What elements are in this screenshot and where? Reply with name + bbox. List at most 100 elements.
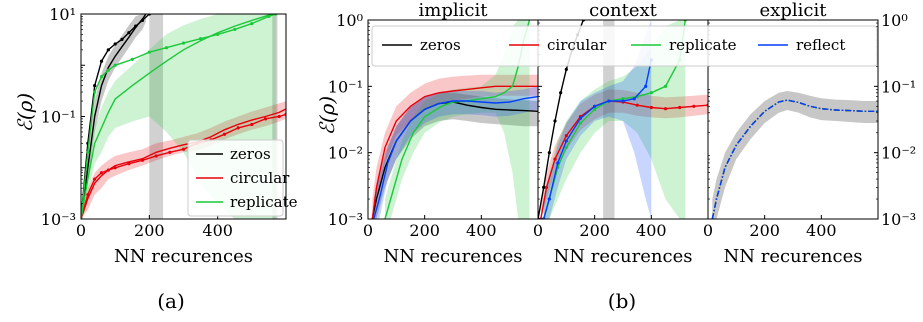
panel-a-x-tick-label: 400 xyxy=(202,221,233,240)
panel-a-x-tick-label: 0 xyxy=(76,221,86,240)
panel-b-implicit-x-axis-label: NN recurences xyxy=(384,246,523,267)
panel-b-implicit-series-circular xyxy=(371,85,538,219)
panel-a-band-zeros xyxy=(81,14,146,219)
panel-a-point-replicate-smoothed xyxy=(233,27,237,32)
panel-b-context-point-zeros xyxy=(542,185,546,189)
panel-a-point-replicate-smoothed xyxy=(198,37,203,41)
panel-a-point-zeros-smoothed xyxy=(99,59,104,63)
panel-a-point-replicate-smoothed xyxy=(113,63,117,67)
panel-b-explicit-x-axis-label: NN recurences xyxy=(724,246,863,267)
panel-b-context-point-reflect xyxy=(593,104,597,108)
panel-a-point-replicate-smoothed xyxy=(86,150,90,154)
panel-a-point-circular-smoothed xyxy=(250,122,254,127)
panel-b-context-point-reflect xyxy=(644,84,648,88)
panel-a-point-replicate-smoothed xyxy=(147,50,151,54)
panel-b-context-point-reflect xyxy=(621,99,625,103)
panel-a-point-replicate-smoothed xyxy=(181,41,186,45)
panel-a-point-circular-smoothed xyxy=(236,126,240,130)
panel-a-point-circular-smoothed xyxy=(277,114,281,119)
panel-a-point-circular-smoothed xyxy=(127,162,131,166)
panel-a-point-circular-smoothed xyxy=(168,150,172,154)
legend-b-label-reflect: reflect xyxy=(796,36,845,54)
panel-a-point-replicate-smoothed xyxy=(130,57,134,62)
panel-b-context-point-circular xyxy=(544,185,549,189)
panel-b-context-shaded-span-0 xyxy=(603,20,615,219)
panel-a-y-tick-label: 10¹ xyxy=(49,5,76,24)
panel-b-context-point-circular xyxy=(663,107,668,111)
panel-a-caption: (a) xyxy=(157,289,185,313)
panel-b-context-point-replicate xyxy=(621,97,625,101)
legend-a-box xyxy=(187,139,284,217)
panel-b-context-point-zeros xyxy=(559,91,563,95)
panel-a-point-circular-smoothed xyxy=(222,132,227,136)
panel-a-y-tick-label: 10⁻¹ xyxy=(41,108,76,127)
panel-a-point-circular-smoothed xyxy=(140,158,145,162)
panel-b-context-point-replicate xyxy=(593,107,597,111)
panel-b-context-point-circular xyxy=(553,157,557,161)
panel-b-context-point-circular xyxy=(692,104,696,108)
panel-b-explicit-x-tick-label: 0 xyxy=(703,221,713,240)
panel-a-point-replicate-smoothed xyxy=(250,21,254,26)
panel-b-context-point-reflect xyxy=(632,97,636,101)
panel-b-implicit-band-zeros xyxy=(372,92,538,219)
panel-b-implicit-y-tick-label: 10⁻¹ xyxy=(328,77,363,96)
panel-a-point-zeros-smoothed xyxy=(140,18,145,23)
panel-a-y-axis-label: ℰ(ρ) xyxy=(13,93,37,132)
panel-b-implicit-series-reflect xyxy=(373,95,538,219)
panel-b-context-point-zeros xyxy=(547,151,551,155)
panel-a-point-zeros-smoothed xyxy=(134,24,138,28)
panel-a-point-circular-smoothed xyxy=(86,192,90,197)
legend-a-label-replicate: replicate xyxy=(230,193,298,211)
panel-b-explicit-y-tick-label-right: 10⁻³ xyxy=(881,210,916,229)
legend-a-label-circular: circular xyxy=(230,169,290,187)
panel-b-caption: (b) xyxy=(608,289,636,313)
panel-a-x-tick-label: 200 xyxy=(134,221,165,240)
legend-a-label-zeros: zeros xyxy=(230,145,271,163)
panel-b-context-point-zeros xyxy=(564,67,568,72)
panel-b-implicit-band-reflect xyxy=(373,86,538,219)
panel-b-context-band-reflect xyxy=(543,20,652,219)
panel-b-explicit-y-tick-label-right: 10⁰ xyxy=(881,11,908,30)
panel-a-point-replicate-smoothed xyxy=(93,90,97,94)
panel-a-point-replicate-smoothed xyxy=(164,46,169,50)
panel-b-implicit-x-tick-label: 400 xyxy=(466,221,497,240)
panel-a-series-replicate-smoothed xyxy=(81,14,277,219)
panel-b-explicit-title: explicit xyxy=(760,0,828,21)
panel-b-context-point-replicate xyxy=(663,84,668,88)
panel-b-context-point-circular xyxy=(649,105,653,110)
panel-a-point-replicate-smoothed xyxy=(99,75,104,79)
panel-b-context-x-tick-label: 0 xyxy=(533,221,543,240)
panel-a-point-circular-smoothed xyxy=(106,168,110,172)
panel-b-implicit-title: implicit xyxy=(419,0,489,21)
panel-b-implicit-band-circular xyxy=(372,74,538,219)
panel-a-series-circular xyxy=(81,108,286,219)
panel-a-shaded-span-1 xyxy=(272,14,278,219)
panel-b-context-point-reflect xyxy=(556,161,560,165)
panel-a-point-replicate-smoothed xyxy=(106,68,110,72)
panel-b-implicit-x-tick-label: 200 xyxy=(409,221,440,240)
panel-a-x-axis-label: NN recurences xyxy=(114,246,253,267)
panel-b-context-point-replicate xyxy=(649,91,653,95)
panel-a-point-replicate-smoothed xyxy=(267,14,271,18)
panel-b-context-point-replicate xyxy=(578,121,583,125)
panel-a-series-replicate xyxy=(81,14,276,219)
legend-b-box xyxy=(371,25,878,67)
panel-b-context-point-reflect xyxy=(578,116,583,120)
panel-a-point-circular-smoothed xyxy=(93,177,97,181)
legend-b-label-zeros: zeros xyxy=(420,36,461,54)
panel-a-band-circular xyxy=(81,101,286,219)
panel-b-explicit-series-reflect xyxy=(711,99,878,219)
panel-b-implicit-y-axis-label: ℰ(ρ) xyxy=(315,96,339,135)
panel-a-point-zeros-smoothed xyxy=(113,42,117,46)
panel-b-context-point-circular xyxy=(635,103,639,107)
panel-b-context-x-tick-label: 400 xyxy=(636,221,667,240)
legend-b-label-replicate: replicate xyxy=(669,36,737,54)
legend-b-label-circular: circular xyxy=(547,36,607,54)
panel-a-point-replicate-smoothed xyxy=(216,32,220,36)
panel-a-point-circular-smoothed xyxy=(154,154,158,158)
panel-b-implicit-y-tick-label: 10⁰ xyxy=(336,11,363,30)
panel-a-point-zeros-smoothed xyxy=(120,37,124,41)
panel-b-context-x-tick-label: 200 xyxy=(579,221,610,240)
panel-b-context-title: context xyxy=(589,0,658,21)
panel-b-explicit-y-tick-label-right: 10⁻¹ xyxy=(881,77,916,96)
